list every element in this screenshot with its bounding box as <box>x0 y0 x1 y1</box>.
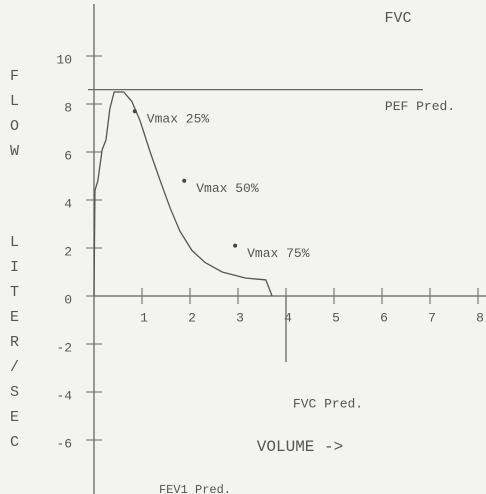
flow-curve <box>93 91 273 297</box>
y-tick-label: 2 <box>64 244 72 259</box>
x-tick-label: 5 <box>332 310 340 325</box>
y-axis-label: FLOW <box>6 68 23 168</box>
x-tick-label: 1 <box>140 310 148 325</box>
y-tick-label: 4 <box>64 196 72 211</box>
reference-label: FVC Pred. <box>293 396 363 411</box>
vmax-point <box>182 178 187 183</box>
x-tick-label: 4 <box>284 310 292 325</box>
y-tick-label: 0 <box>64 292 72 307</box>
y-tick-label: 8 <box>64 100 72 115</box>
vmax-label: Vmax 25% <box>147 112 210 127</box>
vmax-point <box>233 243 238 248</box>
x-axis-label: VOLUME -> <box>257 438 343 456</box>
y-tick-label: -4 <box>56 388 72 403</box>
x-tick-label: 8 <box>476 310 484 325</box>
x-tick-label: 6 <box>380 310 388 325</box>
chart-title: FVC <box>384 10 411 27</box>
vmax-label: Vmax 75% <box>247 246 310 261</box>
x-tick-label: 7 <box>428 310 436 325</box>
vmax-point <box>132 109 137 114</box>
reference-label: PEF Pred. <box>385 99 455 114</box>
x-tick-label: 2 <box>188 310 196 325</box>
footnote: FEV1 Pred. <box>159 483 231 494</box>
y-tick-label: -6 <box>56 436 72 451</box>
y-tick-label: -2 <box>56 340 72 355</box>
x-tick-label: 3 <box>236 310 244 325</box>
vmax-label: Vmax 50% <box>196 181 259 196</box>
y-tick-label: 10 <box>56 52 72 67</box>
y-axis-label: LITER/SEC <box>6 234 23 459</box>
y-tick-label: 6 <box>64 148 72 163</box>
